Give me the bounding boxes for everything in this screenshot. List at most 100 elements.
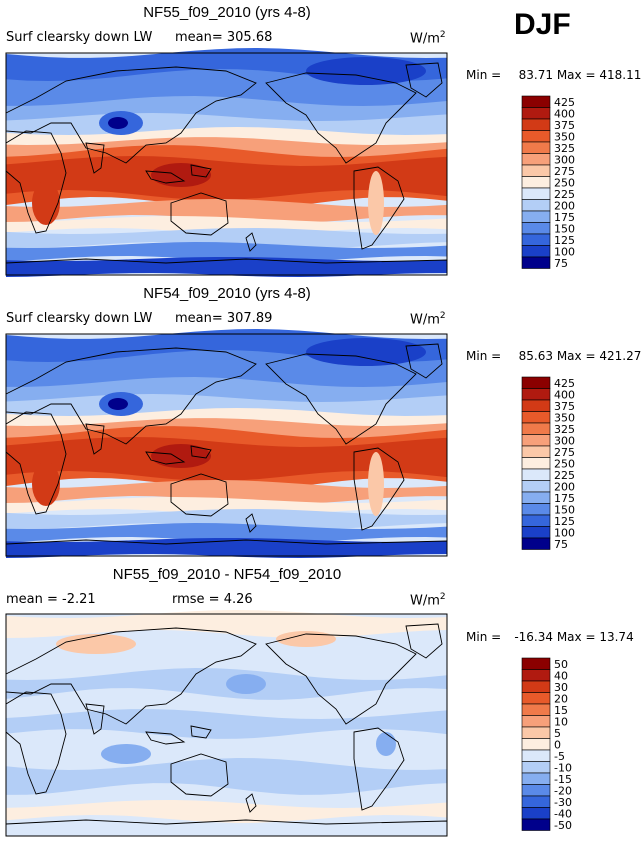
colorbar-swatch: [521, 164, 551, 177]
colorbar-tick-label: 125: [554, 515, 575, 528]
coastline: [5, 539, 448, 557]
colorbar-swatch: [521, 761, 551, 774]
arctic-cold-blob: [306, 57, 426, 85]
coastline: [353, 727, 405, 811]
colorbar-swatch: [521, 526, 551, 539]
colorbar-tick-label: 30: [554, 681, 568, 694]
colorbar-swatch: [521, 153, 551, 166]
panel-1-map: [5, 48, 448, 277]
colorbar-tick-label: -50: [554, 819, 572, 832]
panel-2-title: NF54_f09_2010 (yrs 4-8): [143, 285, 311, 302]
colorbar-tick-label: 375: [554, 119, 575, 132]
colorbar-tick-label: -40: [554, 807, 572, 820]
field-band: [6, 709, 447, 739]
coastline: [405, 62, 443, 98]
colorbar-tick-label: 5: [554, 727, 561, 740]
colorbar-tick-label: 400: [554, 107, 575, 120]
colorbar-tick-label: 375: [554, 400, 575, 413]
field-band: [6, 257, 447, 277]
colorbar-swatch: [521, 376, 551, 389]
colorbar-swatch: [521, 95, 551, 108]
colorbar-swatch: [521, 772, 551, 785]
coastline: [190, 725, 212, 739]
coastline: [5, 258, 448, 276]
coastline: [170, 473, 229, 517]
colorbar-tick-label: 15: [554, 704, 568, 717]
colorbar-swatch: [521, 445, 551, 458]
colorbar-tick-label: 225: [554, 188, 575, 201]
colorbar-tick-label: 300: [554, 153, 575, 166]
panel-1-units: W/m2: [410, 30, 446, 47]
coastline: [265, 353, 417, 445]
field-band: [6, 437, 447, 481]
panel-1-title: NF55_f09_2010 (yrs 4-8): [143, 4, 311, 21]
field-band: [6, 523, 447, 543]
colorbar-tick-label: 325: [554, 423, 575, 436]
field-band: [6, 242, 447, 262]
colorbar-tick-label: 250: [554, 176, 575, 189]
panel-3-title: NF55_f09_2010 - NF54_f09_2010: [112, 566, 342, 583]
colorbar-swatch: [521, 245, 551, 258]
andes-blob: [368, 171, 384, 235]
colorbar-swatch: [521, 703, 551, 716]
colorbar-tick-label: 0: [554, 738, 561, 751]
field-band: [6, 216, 447, 234]
panel-3-units: W/m2: [410, 592, 446, 609]
field-band: [6, 800, 447, 823]
colorbar-swatch: [521, 388, 551, 401]
panel-1-variable-label: Surf clearsky down LW: [6, 30, 153, 45]
field-band: [6, 610, 447, 638]
colorbar-tick-label: 275: [554, 165, 575, 178]
field-band: [6, 228, 447, 248]
colorbar-tick-label: 175: [554, 492, 575, 505]
colorbar-swatch: [521, 657, 551, 670]
coastline: [5, 66, 257, 164]
panel-1-minmax: Min = 83.71 Max = 418.11: [466, 68, 642, 82]
diff-positive-blob: [56, 634, 136, 654]
panel-3-mean: mean = -2.21: [6, 592, 96, 607]
colorbar-swatch: [521, 233, 551, 246]
panel-2-mean: mean= 307.89: [175, 311, 273, 326]
africa-warm-blob: [32, 181, 60, 225]
season-label: DJF: [514, 8, 571, 41]
panel-3-rmse: rmse = 4.26: [172, 592, 253, 607]
colorbar-swatch: [521, 210, 551, 223]
colorbar-swatch: [521, 715, 551, 728]
coastline: [245, 793, 257, 813]
colorbar-tick-label: 75: [554, 257, 568, 270]
andes-blob: [368, 452, 384, 516]
colorbar-swatch: [521, 537, 551, 550]
colorbar-swatch: [521, 422, 551, 435]
colorbar-swatch: [521, 692, 551, 705]
coastline: [170, 753, 229, 797]
coastline: [245, 232, 257, 252]
coastline: [353, 166, 405, 250]
africa-warm-blob: [32, 462, 60, 506]
colorbar-tick-label: 150: [554, 503, 575, 516]
warm-pool-blob: [151, 163, 211, 187]
colorbar-swatch: [521, 107, 551, 120]
colorbar-tick-label: 325: [554, 142, 575, 155]
colorbar-swatch: [521, 749, 551, 762]
panel-2-map: [5, 329, 448, 558]
tibet-cold-core: [108, 398, 128, 410]
panel-2-colorbar: 4254003753503253002752502252001751501251…: [521, 376, 575, 551]
coastline: [5, 347, 257, 445]
colorbar-swatch: [521, 738, 551, 751]
field-band: [6, 509, 447, 529]
colorbar-tick-label: 350: [554, 130, 575, 143]
colorbar-swatch: [521, 818, 551, 831]
colorbar-swatch: [521, 411, 551, 424]
colorbar-swatch: [521, 480, 551, 493]
colorbar-swatch: [521, 141, 551, 154]
colorbar-swatch: [521, 491, 551, 504]
colorbar-swatch: [521, 187, 551, 200]
coastline: [190, 445, 212, 459]
colorbar-tick-label: -30: [554, 796, 572, 809]
colorbar-tick-label: 50: [554, 658, 568, 671]
colorbar-tick-label: 200: [554, 480, 575, 493]
field-band: [6, 538, 447, 558]
colorbar-swatch: [521, 256, 551, 269]
coastline: [353, 447, 405, 531]
